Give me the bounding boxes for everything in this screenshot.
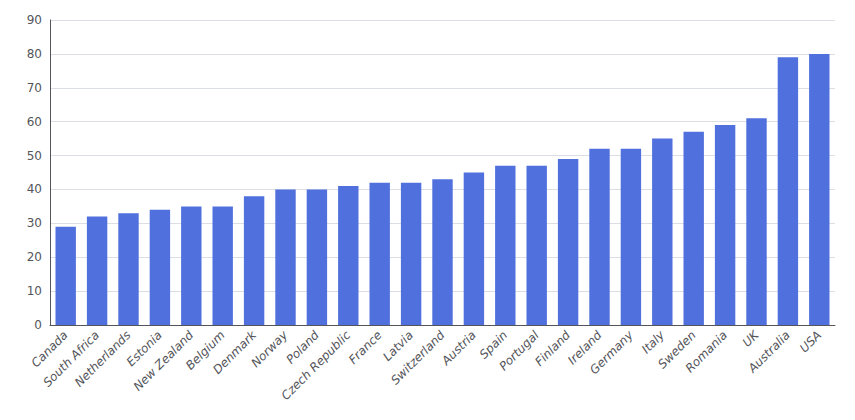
svg-text:Switzerland: Switzerland [388, 328, 448, 388]
svg-text:Sweden: Sweden [655, 328, 699, 372]
svg-text:USA: USA [797, 328, 824, 355]
svg-text:Austria: Austria [438, 328, 479, 369]
svg-text:60: 60 [27, 115, 42, 129]
svg-text:40: 40 [27, 182, 42, 196]
svg-text:10: 10 [27, 284, 42, 298]
svg-text:Estonia: Estonia [123, 328, 165, 370]
svg-text:France: France [346, 328, 385, 367]
svg-text:50: 50 [27, 149, 42, 163]
svg-text:Denmark: Denmark [210, 327, 260, 377]
svg-text:New Zealand: New Zealand [130, 328, 197, 394]
svg-text:Romania: Romania [683, 328, 730, 375]
svg-text:Norway: Norway [248, 327, 291, 370]
svg-text:Spain: Spain [476, 328, 511, 362]
svg-text:0: 0 [34, 318, 42, 332]
svg-text:South Africa: South Africa [40, 328, 102, 390]
svg-text:Canada: Canada [28, 328, 71, 371]
svg-text:Poland: Poland [283, 328, 322, 367]
svg-text:20: 20 [27, 250, 42, 264]
svg-text:90: 90 [27, 13, 42, 27]
svg-text:Ireland: Ireland [565, 328, 605, 368]
svg-text:Portugal: Portugal [496, 328, 542, 374]
svg-text:Italy: Italy [639, 328, 668, 357]
svg-text:80: 80 [27, 47, 42, 61]
svg-text:Latvia: Latvia [380, 328, 416, 364]
svg-text:UK: UK [740, 327, 762, 349]
svg-text:Finland: Finland [532, 328, 573, 369]
svg-text:Germany: Germany [587, 327, 637, 377]
svg-text:Australia: Australia [745, 328, 793, 376]
svg-text:Netherlands: Netherlands [71, 328, 134, 390]
svg-text:Belgium: Belgium [183, 328, 228, 373]
svg-text:Czech Republic: Czech Republic [278, 328, 353, 403]
svg-text:30: 30 [27, 216, 42, 230]
svg-text:70: 70 [27, 81, 42, 95]
